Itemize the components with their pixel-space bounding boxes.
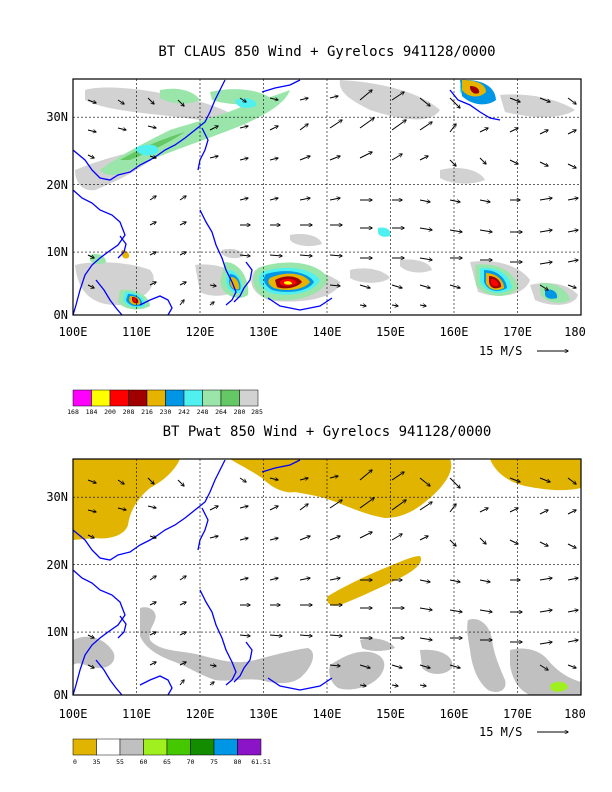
panel2-coastline [73,459,333,695]
panel2-y-tick-labels: 30N 20N 10N 0N [46,490,68,702]
colorbar-label: 248 [197,408,209,416]
panel1-y-tick-label: 10N [46,245,68,259]
panel1-x-tick-labels: 100E 110E 120E 130E 140E 150E 160E 170E … [59,325,586,339]
panel1-x-tick-label: 150E [376,325,405,339]
panel1-x-tick-label: 110E [122,325,151,339]
colorbar-label: 230 [160,408,172,416]
colorbar-swatch [109,389,129,407]
panel1-wind-vectors [87,90,578,306]
panel1-y-tick-label: 20N [46,178,68,192]
panel1-coastline [73,79,501,315]
colorbar-label: 35 [93,758,101,766]
colorbar-label: 55 [116,758,124,766]
colorbar-label: 80 [234,758,242,766]
panel1-x-tick-label: 170E [503,325,532,339]
panel1-colorbar: 168 184 200 208 216 230 242 248 264 280 … [67,389,263,416]
panel2-y-tick-label: 0N [54,688,68,702]
panel1-x-tick-label: 100E [59,325,88,339]
panel1-x-tick-label: 180 [564,325,586,339]
colorbar-swatch [237,738,262,756]
panel-pwat: BT Pwat 850 Wind + Gyrelocs 941128/0000 [46,424,586,766]
panel2-x-tick-label: 110E [122,707,151,721]
panel1-grid [73,79,581,315]
panel1-x-tick-label: 140E [313,325,342,339]
colorbar-swatch [165,389,185,407]
colorbar-label: 0 [73,758,77,766]
panel2-x-tick-labels: 100E 110E 120E 130E 140E 150E 160E 170E … [59,707,586,721]
panel2-wet-spot [550,681,568,692]
panel1-cold-cores [132,86,502,304]
panel1-title: BT CLAUS 850 Wind + Gyrelocs 941128/0000 [158,44,495,60]
colorbar-swatch [91,389,111,407]
colorbar-label: 61.51 [251,758,271,766]
colorbar-swatch [128,389,148,407]
panel1-reference-label: 15 M/S [479,344,522,358]
panel2-x-tick-label: 170E [503,707,532,721]
panel2-x-tick-label: 140E [313,707,342,721]
panel2-frame [72,458,582,696]
colorbar-swatch [146,389,166,407]
colorbar-label: 264 [215,408,227,416]
panel1-y-tick-label: 30N [46,110,68,124]
colorbar-swatch [202,389,222,407]
panel1-reference-vector: 15 M/S [479,344,568,358]
panel1-x-tick-label: 130E [249,325,278,339]
colorbar-label: 60 [140,758,148,766]
colorbar-label: 65 [163,758,171,766]
colorbar-swatch [213,738,238,756]
colorbar-swatch [119,738,144,756]
panel2-reference-label: 15 M/S [479,725,522,739]
panel2-dry-region [73,459,581,606]
panel2-x-tick-label: 180 [564,707,586,721]
colorbar-label: 184 [86,408,98,416]
panel2-wind-vectors [87,470,578,686]
panel2-x-tick-label: 160E [440,707,469,721]
panel1-y-tick-labels: 30N 20N 10N 0N [46,110,68,322]
panel2-x-tick-label: 150E [376,707,405,721]
colorbar-swatch [183,389,203,407]
panel2-x-tick-label: 100E [59,707,88,721]
colorbar-label: 200 [104,408,116,416]
colorbar-swatch [96,738,121,756]
panel1-frame [72,78,582,316]
colorbar-label: 216 [141,408,153,416]
colorbar-swatch [239,389,259,407]
colorbar-swatch [166,738,191,756]
panel2-colorbar: 0 35 55 60 65 70 75 80 61.51 [72,738,271,766]
panel2-grid [73,459,581,695]
colorbar-swatch [190,738,215,756]
panel2-y-tick-label: 20N [46,558,68,572]
panel1-x-tick-label: 160E [440,325,469,339]
colorbar-label: 70 [187,758,195,766]
colorbar-swatch [72,738,97,756]
colorbar-label: 280 [234,408,246,416]
panel2-title: BT Pwat 850 Wind + Gyrelocs 941128/0000 [163,424,492,440]
panel1-x-tick-label: 120E [186,325,215,339]
colorbar-label: 242 [178,408,190,416]
panel1-field [73,79,578,315]
colorbar-label: 208 [123,408,135,416]
panel2-y-tick-label: 30N [46,490,68,504]
panel2-reference-vector: 15 M/S [479,725,568,739]
colorbar-swatch [143,738,168,756]
colorbar-swatch [220,389,240,407]
colorbar-label: 168 [67,408,79,416]
panel2-y-tick-label: 10N [46,625,68,639]
panel1-y-tick-label: 0N [54,308,68,322]
panel2-x-tick-label: 130E [249,707,278,721]
colorbar-label: 75 [210,758,218,766]
panel-claus: BT CLAUS 850 Wind + Gyrelocs 941128/0000 [46,44,586,416]
colorbar-label: 285 [251,408,263,416]
panel2-x-tick-label: 120E [186,707,215,721]
colorbar-swatch [72,389,92,407]
